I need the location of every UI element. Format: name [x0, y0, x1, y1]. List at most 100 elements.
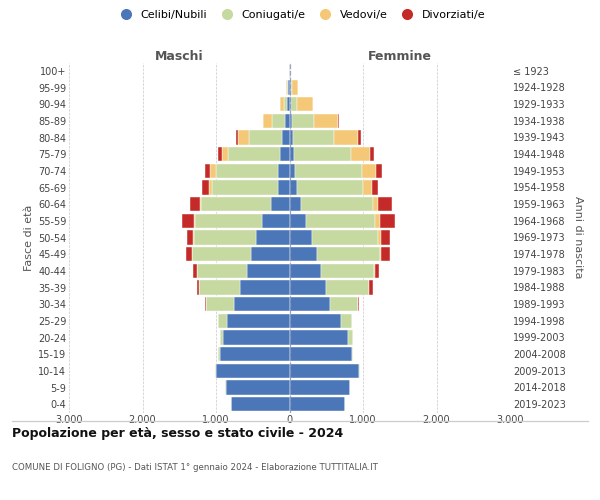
Bar: [251, 247, 290, 261]
Bar: [290, 180, 297, 194]
Bar: [236, 130, 238, 144]
Bar: [326, 280, 369, 294]
Bar: [290, 297, 330, 311]
Bar: [238, 130, 249, 144]
Bar: [358, 297, 359, 311]
Bar: [220, 330, 223, 344]
Y-axis label: Anni di nascita: Anni di nascita: [572, 196, 583, 278]
Bar: [194, 214, 196, 228]
Bar: [186, 247, 192, 261]
Bar: [239, 280, 290, 294]
Bar: [292, 114, 314, 128]
Bar: [341, 314, 352, 328]
Bar: [230, 397, 290, 411]
Bar: [216, 364, 290, 378]
Bar: [290, 380, 350, 394]
Bar: [382, 247, 390, 261]
Bar: [293, 130, 334, 144]
Bar: [284, 97, 287, 112]
Bar: [305, 214, 376, 228]
Bar: [334, 130, 358, 144]
Bar: [290, 230, 311, 244]
Bar: [376, 214, 380, 228]
Bar: [290, 130, 293, 144]
Bar: [290, 347, 352, 361]
Bar: [314, 114, 338, 128]
Bar: [363, 180, 372, 194]
Bar: [216, 164, 278, 178]
Bar: [222, 147, 229, 161]
Bar: [290, 264, 321, 278]
Bar: [370, 147, 374, 161]
Bar: [290, 97, 291, 112]
Bar: [378, 230, 380, 244]
Bar: [200, 197, 202, 211]
Bar: [190, 197, 200, 211]
Bar: [338, 114, 339, 128]
Bar: [362, 164, 376, 178]
Y-axis label: Fasce di età: Fasce di età: [23, 204, 34, 270]
Bar: [218, 314, 227, 328]
Bar: [205, 297, 206, 311]
Bar: [375, 264, 379, 278]
Bar: [358, 130, 361, 144]
Bar: [205, 164, 210, 178]
Bar: [290, 330, 348, 344]
Bar: [278, 180, 290, 194]
Bar: [235, 297, 290, 311]
Bar: [330, 297, 358, 311]
Bar: [352, 347, 353, 361]
Bar: [380, 230, 390, 244]
Bar: [369, 280, 373, 294]
Bar: [380, 247, 382, 261]
Text: Femmine: Femmine: [368, 50, 432, 62]
Bar: [290, 164, 295, 178]
Bar: [193, 230, 194, 244]
Bar: [197, 280, 199, 294]
Bar: [290, 197, 301, 211]
Bar: [301, 197, 373, 211]
Bar: [290, 280, 326, 294]
Bar: [295, 164, 362, 178]
Bar: [263, 114, 272, 128]
Bar: [272, 114, 285, 128]
Bar: [193, 247, 251, 261]
Bar: [196, 214, 262, 228]
Bar: [290, 214, 305, 228]
Bar: [287, 80, 288, 94]
Bar: [372, 180, 378, 194]
Bar: [348, 330, 353, 344]
Bar: [280, 147, 290, 161]
Bar: [226, 380, 290, 394]
Bar: [288, 80, 290, 94]
Legend: Celibi/Nubili, Coniugati/e, Vedovi/e, Divorziati/e: Celibi/Nubili, Coniugati/e, Vedovi/e, Di…: [110, 6, 490, 25]
Bar: [291, 97, 297, 112]
Text: Maschi: Maschi: [155, 50, 203, 62]
Bar: [278, 164, 290, 178]
Bar: [206, 297, 235, 311]
Bar: [290, 247, 317, 261]
Bar: [380, 214, 395, 228]
Bar: [311, 230, 378, 244]
Bar: [290, 397, 344, 411]
Bar: [182, 214, 194, 228]
Text: COMUNE DI FOLIGNO (PG) - Dati ISTAT 1° gennaio 2024 - Elaborazione TUTTITALIA.IT: COMUNE DI FOLIGNO (PG) - Dati ISTAT 1° g…: [12, 462, 378, 471]
Bar: [215, 364, 216, 378]
Bar: [220, 347, 290, 361]
Bar: [374, 264, 375, 278]
Bar: [294, 147, 351, 161]
Bar: [351, 147, 370, 161]
Bar: [359, 364, 360, 378]
Bar: [376, 164, 382, 178]
Bar: [202, 197, 271, 211]
Bar: [229, 147, 280, 161]
Bar: [317, 247, 380, 261]
Bar: [280, 97, 284, 112]
Bar: [212, 180, 278, 194]
Bar: [287, 97, 290, 112]
Bar: [193, 264, 197, 278]
Bar: [297, 97, 313, 112]
Bar: [262, 214, 290, 228]
Bar: [290, 364, 359, 378]
Bar: [290, 114, 292, 128]
